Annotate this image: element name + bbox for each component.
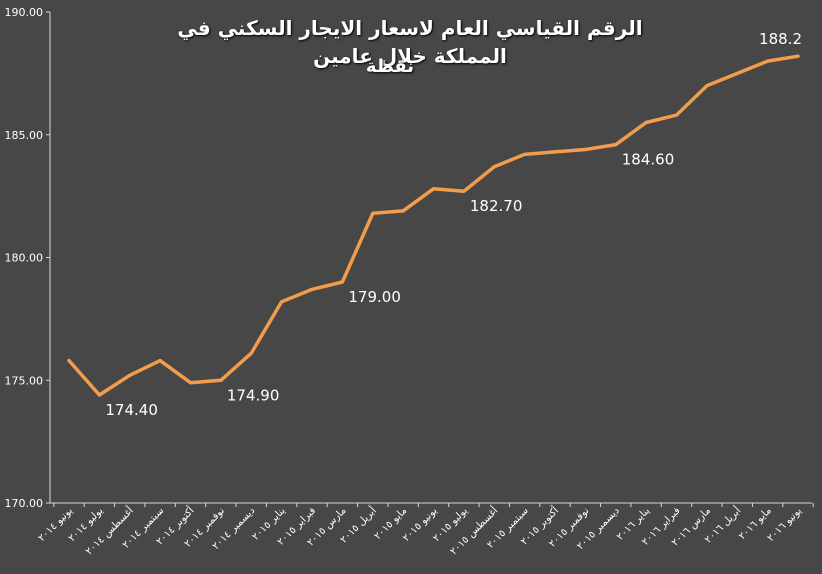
data-point <box>553 150 557 154</box>
data-point <box>735 71 739 75</box>
y-tick-label: 190.00 <box>5 6 44 19</box>
data-point <box>644 120 648 124</box>
data-point <box>796 54 800 58</box>
data-point <box>280 300 284 304</box>
data-point <box>705 84 709 88</box>
data-point <box>310 287 314 291</box>
data-point <box>675 113 678 117</box>
data-point <box>462 189 466 193</box>
data-point <box>128 373 132 377</box>
data-point <box>158 359 162 363</box>
data-label: 182.70 <box>470 197 523 215</box>
chart-subtitle: نقطة <box>365 56 415 77</box>
y-tick-label: 180.00 <box>5 252 44 265</box>
data-point <box>97 393 101 397</box>
series-line <box>67 54 800 397</box>
data-point <box>249 351 253 355</box>
data-label: 184.60 <box>622 151 675 169</box>
y-tick-label: 185.00 <box>5 129 44 142</box>
data-point <box>401 209 405 213</box>
data-point <box>371 211 375 215</box>
data-point <box>189 381 192 385</box>
data-point <box>583 147 587 151</box>
data-point <box>67 359 71 363</box>
data-point <box>219 378 223 382</box>
data-label: 174.40 <box>105 401 158 419</box>
data-point <box>523 152 527 156</box>
data-label: 188.2 <box>759 30 802 48</box>
y-tick-label: 170.00 <box>5 497 44 510</box>
chart-title: الرقم القياسي العام لاسعار الايجار السكن… <box>177 16 643 68</box>
data-point <box>766 59 770 63</box>
data-label: 179.00 <box>348 288 401 306</box>
y-tick-label: 175.00 <box>5 374 44 387</box>
data-point <box>432 187 435 191</box>
data-point <box>340 280 344 284</box>
data-point <box>492 165 496 169</box>
data-point <box>614 143 618 147</box>
data-label: 174.90 <box>227 386 280 404</box>
